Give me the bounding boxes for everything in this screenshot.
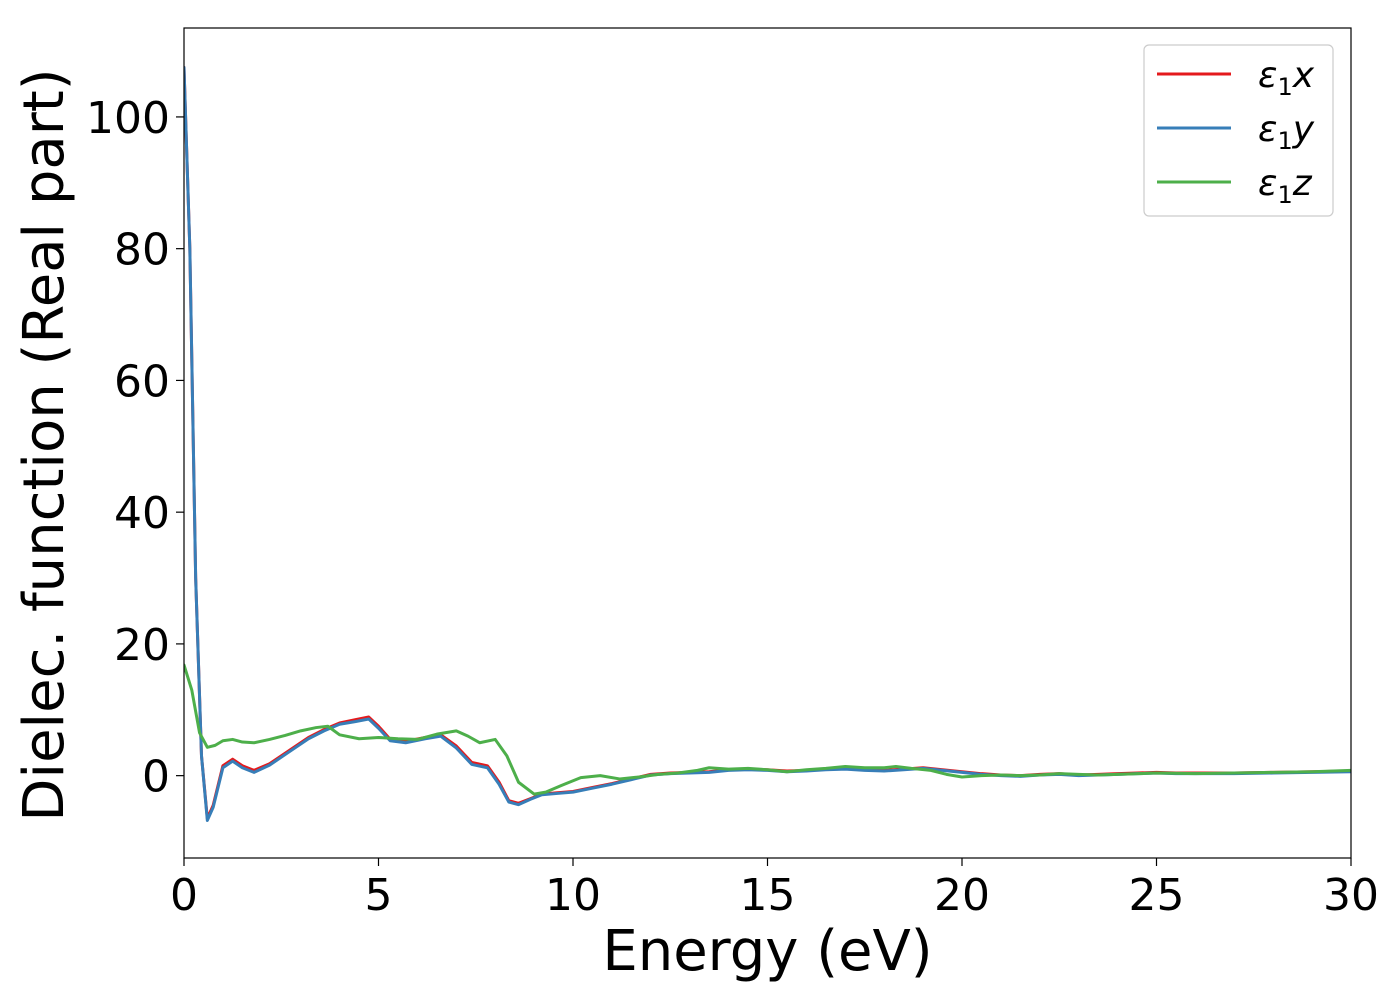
- x-axis: 0 5 10 15 20 25 30: [170, 858, 1379, 921]
- legend-label: ε1y: [1258, 109, 1315, 155]
- y-tick-label: 20: [114, 620, 170, 671]
- y-tick-label: 0: [142, 752, 170, 803]
- legend-item-z: ε1z: [1157, 163, 1313, 209]
- y-tick-label: 100: [86, 93, 170, 144]
- legend: ε1x ε1y ε1z: [1143, 44, 1334, 217]
- series-group: [184, 66, 1351, 822]
- legend-item-y: ε1y: [1157, 109, 1315, 155]
- x-tick-label: 5: [365, 870, 393, 921]
- legend-label: ε1x: [1258, 55, 1315, 101]
- series-line-z: [184, 663, 1351, 796]
- y-tick-label: 60: [114, 356, 170, 407]
- x-tick-label: 30: [1323, 870, 1379, 921]
- x-axis-label: Energy (eV): [602, 919, 932, 984]
- x-tick-label: 25: [1129, 870, 1185, 921]
- legend-box: [1143, 44, 1334, 217]
- y-axis: 0 20 40 60 80 100: [86, 93, 184, 803]
- legend-label: ε1z: [1258, 163, 1313, 209]
- legend-item-x: ε1x: [1157, 55, 1315, 101]
- x-tick-label: 15: [740, 870, 796, 921]
- x-tick-label: 20: [934, 870, 990, 921]
- x-tick-label: 0: [170, 870, 198, 921]
- y-tick-label: 40: [114, 488, 170, 539]
- y-tick-label: 80: [114, 225, 170, 276]
- x-tick-label: 10: [545, 870, 601, 921]
- y-axis-label: Dielec. function (Real part): [12, 68, 77, 821]
